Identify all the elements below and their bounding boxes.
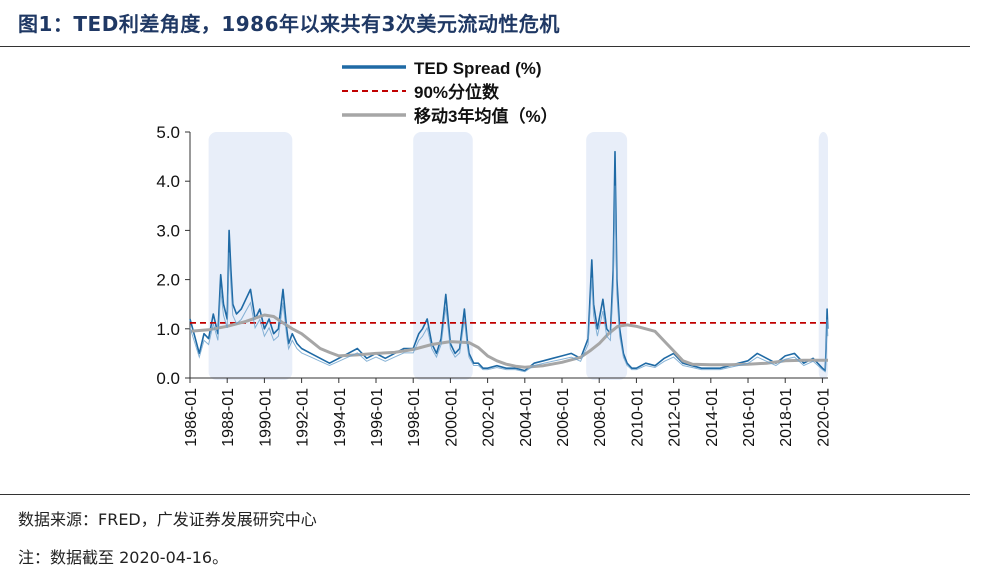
chart-series	[189, 150, 829, 373]
crisis-band-2	[413, 132, 473, 380]
y-tick-label: 5.0	[156, 123, 180, 142]
top-divider	[0, 46, 970, 47]
x-tick-label: 2020-01	[815, 388, 832, 447]
x-tick-label: 2016-01	[741, 388, 758, 447]
bottom-divider	[0, 494, 970, 495]
x-tick-label: 2008-01	[592, 388, 609, 447]
ted-spread-chart: 0.0 1.0 2.0 3.0 4.0 5.0 1986-01 1988-01 1990-01 1…	[156, 59, 832, 447]
y-tick-label: 2.0	[156, 271, 180, 290]
ted-spread-line	[189, 150, 829, 372]
y-tick-label: 3.0	[156, 221, 180, 240]
x-tick-label: 2012-01	[667, 388, 684, 447]
chart-title: 图1：TED利差角度，1986年以来共有3次美元流动性危机	[18, 12, 560, 36]
ma3-line	[189, 313, 828, 369]
legend-label-2: 90%分位数	[414, 82, 500, 102]
source-note: 数据来源：FRED，广发证券发展研究中心	[18, 510, 317, 529]
legend-label-1: TED Spread (%)	[414, 59, 542, 78]
y-tick-label: 1.0	[156, 320, 180, 339]
chart-axes: 0.0 1.0 2.0 3.0 4.0 5.0 1986-01 1988-01 1990-01 1…	[156, 123, 832, 447]
crisis-bands	[208, 132, 828, 380]
x-tick-label: 1990-01	[257, 388, 274, 447]
x-tick-label: 1996-01	[369, 388, 386, 447]
crisis-band-4	[818, 132, 828, 380]
x-tick-label: 1988-01	[220, 388, 237, 447]
y-tick-label: 4.0	[156, 172, 180, 191]
x-tick-label: 2010-01	[629, 388, 646, 447]
x-tick-label: 1986-01	[183, 388, 200, 447]
x-tick-label: 2018-01	[778, 388, 795, 447]
ted-spread-echo	[189, 185, 829, 373]
x-tick-label: 2006-01	[555, 388, 572, 447]
date-note: 注：数据截至 2020-04-16。	[18, 548, 229, 567]
y-tick-label: 0.0	[156, 369, 180, 388]
x-tick-label: 2014-01	[704, 388, 721, 447]
x-tick-label: 2004-01	[518, 388, 535, 447]
x-tick-label: 2000-01	[443, 388, 460, 447]
x-tick-label: 1994-01	[332, 388, 349, 447]
legend-label-3: 移动3年均值（%）	[414, 106, 558, 126]
x-tick-label: 2002-01	[481, 388, 498, 447]
x-tick-label: 1992-01	[295, 388, 312, 447]
crisis-band-1	[208, 132, 293, 380]
x-tick-label: 1998-01	[406, 388, 423, 447]
